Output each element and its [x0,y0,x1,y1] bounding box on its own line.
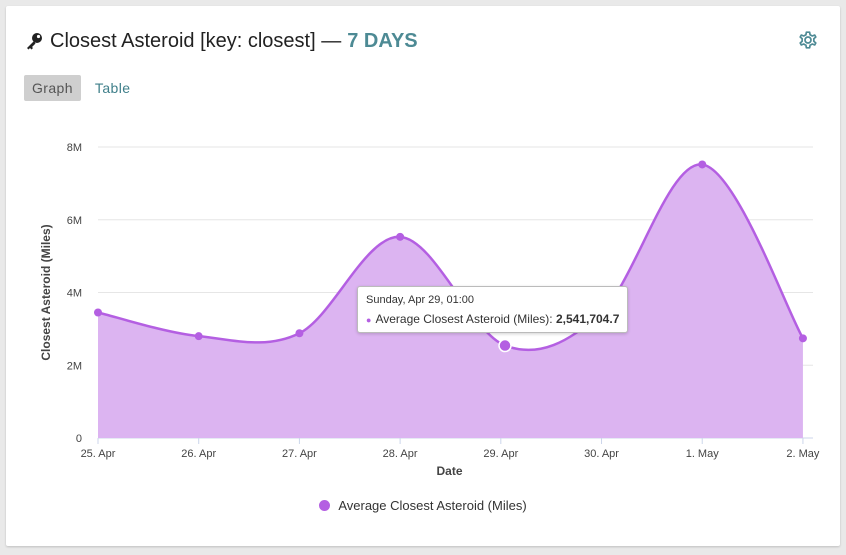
x-tick-label: 2. May [786,448,820,460]
page-title: Closest Asteroid [key: closest] — [50,29,342,52]
y-tick-label: 0 [76,433,82,445]
highlight-point [498,338,512,353]
chart-legend[interactable]: Average Closest Asteroid (Miles) [6,498,840,513]
tooltip-date: Sunday, Apr 29, 01:00 [366,294,475,306]
x-tick-label: 29. Apr [483,448,518,460]
data-point [194,332,203,341]
x-tick-label: 26. Apr [181,448,216,460]
data-point [798,334,807,343]
card-header: Closest Asteroid [key: closest] — 7 DAYS [24,28,418,54]
tab-table[interactable]: Table [94,80,131,96]
y-tick-label: 4M [67,288,82,300]
data-point [295,329,304,338]
x-axis-title: Date [436,464,462,478]
y-tick-label: 2M [67,360,82,372]
x-tick-label: 30. Apr [584,448,619,460]
y-tick-label: 6M [67,215,82,227]
tab-graph[interactable]: Graph [24,75,81,101]
x-tick-label: 1. May [686,448,720,460]
tooltip-line: ● Average Closest Asteroid (Miles): 2,541… [366,312,619,326]
area-chart: 0 2M 4M 6M 8M 25. Apr 26. Apr 27. Apr 28. Apr 29.… [39,142,820,478]
x-tick-label: 27. Apr [282,448,317,460]
legend-label: Average Closest Asteroid (Miles) [338,498,527,513]
x-tick-label: 28. Apr [383,448,418,460]
tooltip-label: Average Closest Asteroid (Miles): [375,312,553,326]
chart-card: Closest Asteroid [key: closest] — 7 DAYS… [6,6,840,546]
period-badge: 7 DAYS [347,29,418,52]
key-icon [27,33,42,50]
chart-tooltip: Sunday, Apr 29, 01:00 ● Average Closest A… [357,286,629,333]
tooltip-value: 2,541,704.7 [555,312,620,326]
x-tick-label: 25. Apr [81,448,116,460]
legend-marker [319,500,331,511]
view-tabs: Graph Table [24,75,138,101]
gear-icon[interactable] [796,28,820,52]
data-point [698,160,707,169]
data-point [94,308,102,317]
data-point [396,232,405,241]
tooltip-bullet: ● [366,315,372,325]
y-axis-title: Closest Asteroid (Miles) [39,224,53,360]
y-tick-label: 8M [67,142,82,154]
